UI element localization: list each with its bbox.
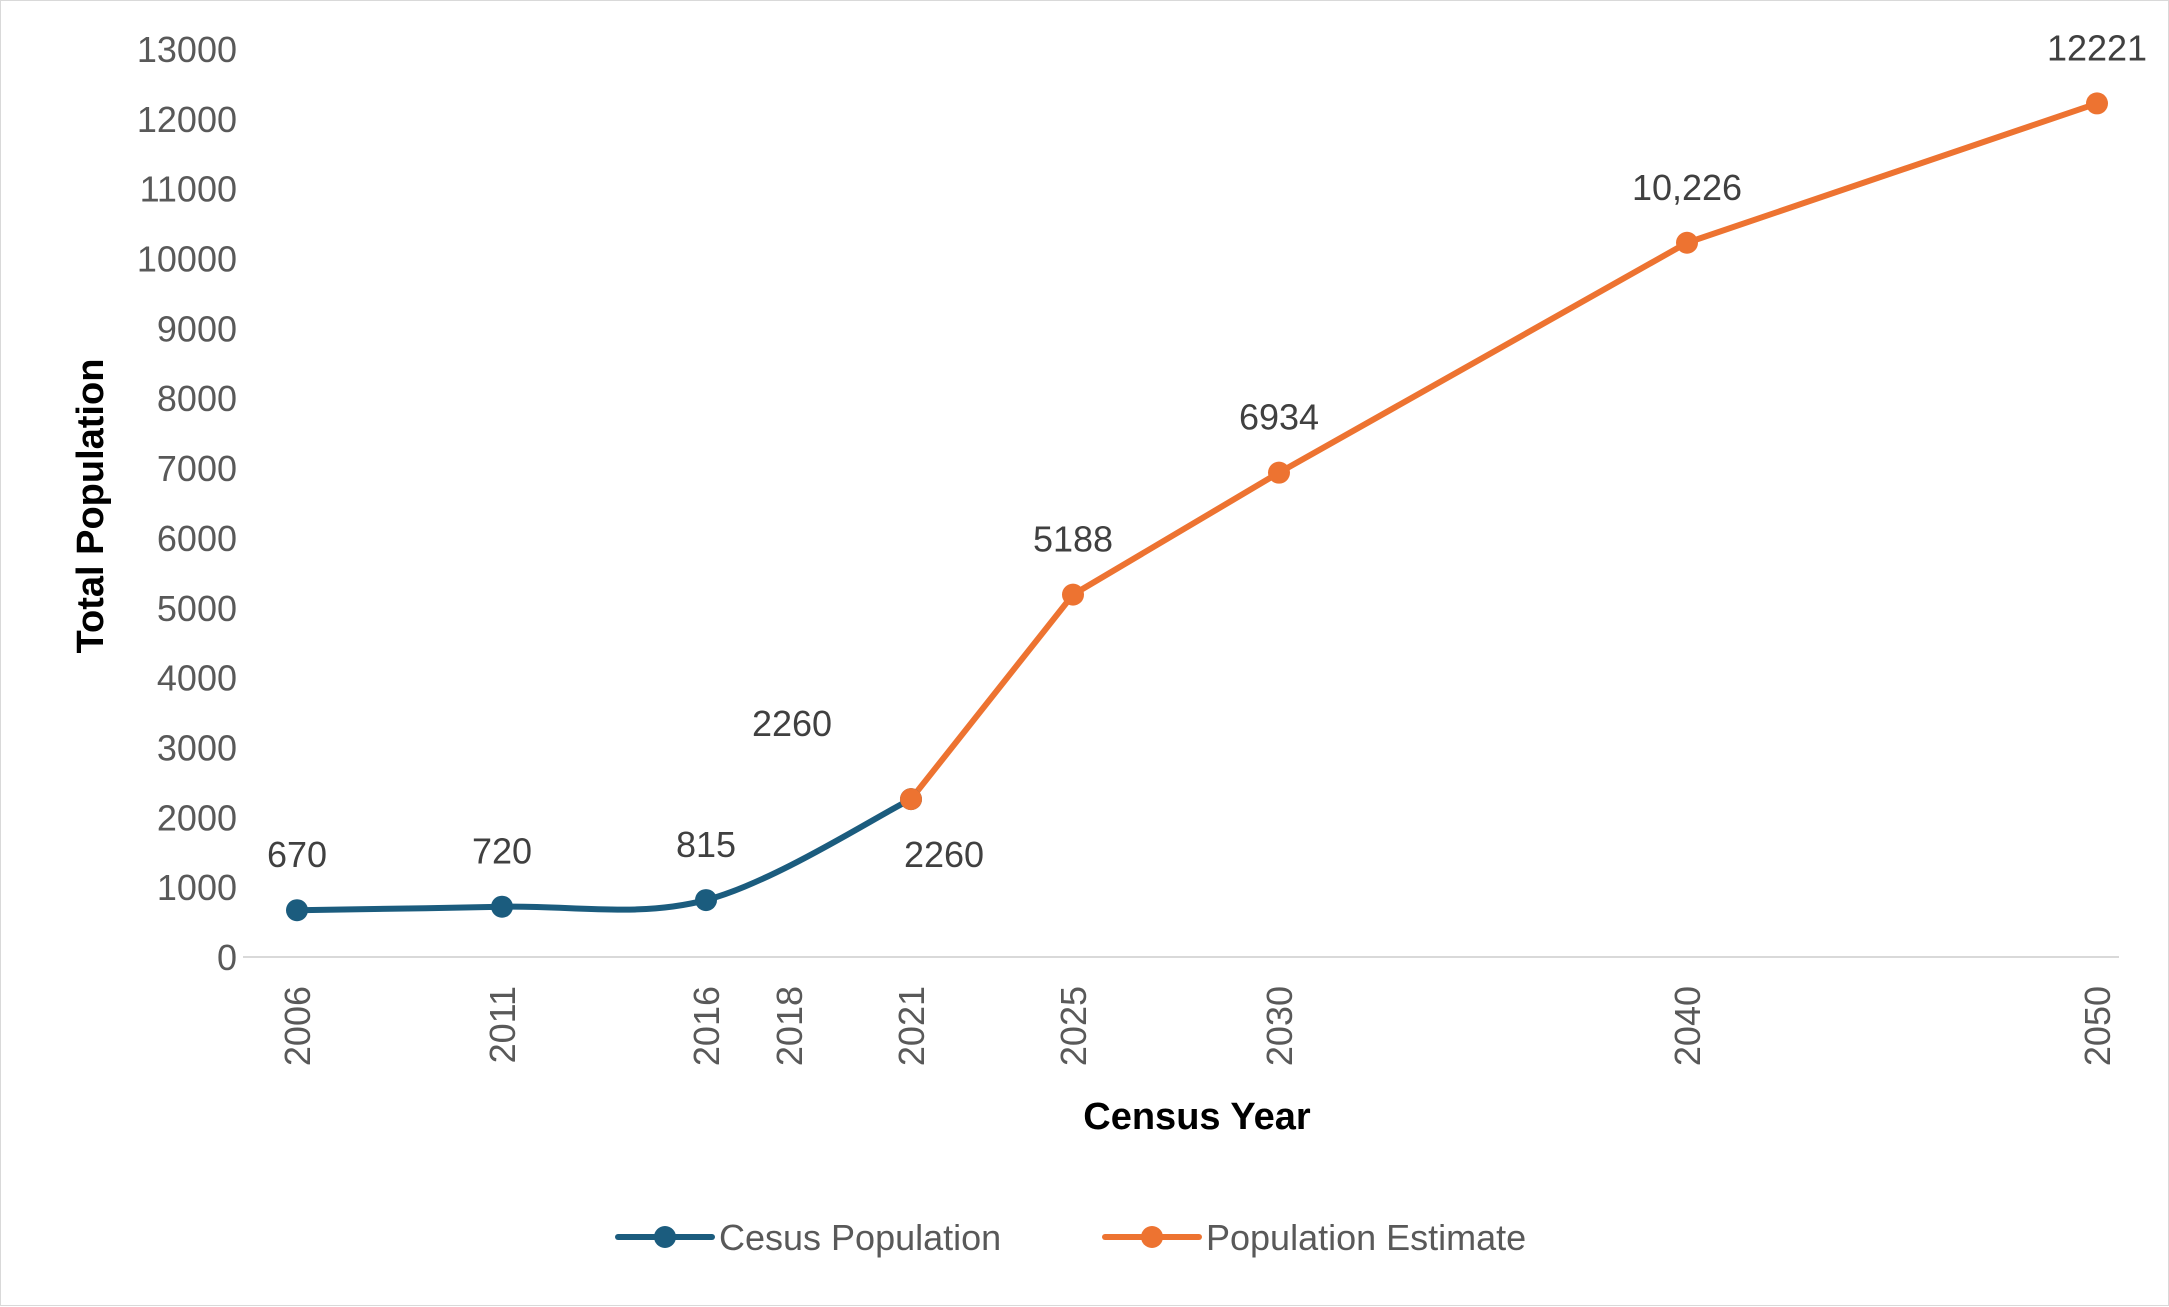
y-tick-label: 0 [217, 937, 237, 978]
legend: Cesus Population Population Estimate [615, 1217, 1526, 1258]
x-tick-label: 2011 [482, 986, 523, 1063]
y-tick-label: 5000 [157, 588, 237, 629]
legend-marker-cesus-population [654, 1226, 676, 1248]
y-axis-ticks: 0 1000 2000 3000 4000 5000 6000 7000 8000 9000 100… [137, 29, 237, 978]
y-tick-label: 2000 [157, 797, 237, 838]
data-point-population-estimate [900, 788, 922, 811]
legend-item-population-estimate: Population Estimate [1102, 1217, 1526, 1258]
y-tick-label: 10000 [137, 239, 237, 280]
x-tick-label: 2030 [1259, 986, 1300, 1066]
x-tick-label: 2021 [891, 986, 932, 1066]
data-label-population-estimate: 2260 [904, 834, 984, 875]
x-tick-label: 2018 [769, 986, 810, 1066]
y-tick-label: 7000 [157, 448, 237, 489]
x-tick-label: 2040 [1667, 986, 1708, 1066]
legend-item-cesus-population: Cesus Population [615, 1217, 1001, 1258]
x-axis-ticks: 2006 2011 2016 2018 2021 2025 2030 2040 2050 [277, 986, 2118, 1066]
data-labels: 670 720 815 2260 2260 5188 6934 10,226 12221 [267, 27, 2147, 875]
x-tick-label: 2025 [1053, 986, 1094, 1066]
data-point-population-estimate [1676, 231, 1698, 254]
data-point-population-estimate [1268, 461, 1290, 484]
legend-marker-population-estimate [1141, 1226, 1163, 1248]
y-tick-label: 8000 [157, 378, 237, 419]
y-tick-label: 3000 [157, 727, 237, 768]
series-line-population-estimate [908, 100, 2100, 803]
legend-label-population-estimate: Population Estimate [1206, 1217, 1526, 1258]
data-label-population-estimate: 5188 [1033, 519, 1113, 560]
series-line-cesus-population [294, 796, 914, 914]
data-point-cesus-population [695, 889, 717, 912]
data-label-population-estimate: 6934 [1239, 397, 1319, 438]
y-tick-label: 1000 [157, 867, 237, 908]
data-label-population-estimate: 12221 [2047, 27, 2147, 68]
x-tick-label: 2016 [686, 986, 727, 1066]
y-tick-label: 11000 [140, 169, 237, 210]
data-label-cesus-population: 670 [267, 834, 327, 875]
y-tick-label: 4000 [157, 658, 237, 699]
legend-label-cesus-population: Cesus Population [719, 1217, 1001, 1258]
data-label-population-estimate: 10,226 [1632, 167, 1742, 208]
data-point-population-estimate [2086, 92, 2108, 115]
data-point-cesus-population [286, 899, 308, 922]
series-points [286, 92, 2108, 922]
y-axis-title: Total Population [70, 359, 112, 654]
y-tick-label: 9000 [157, 308, 237, 349]
x-tick-label: 2050 [2077, 986, 2118, 1066]
series-lines [294, 100, 2100, 914]
data-label-cesus-population: 720 [472, 831, 532, 872]
data-point-cesus-population [491, 895, 513, 918]
data-label-cesus-population: 815 [676, 824, 736, 865]
x-axis-title: Census Year [1083, 1096, 1311, 1138]
data-point-population-estimate [1062, 583, 1084, 606]
y-tick-label: 13000 [137, 29, 237, 70]
y-tick-label: 6000 [157, 518, 237, 559]
y-tick-label: 12000 [137, 99, 237, 140]
x-tick-label: 2006 [277, 986, 318, 1066]
data-label-cesus-population: 2260 [752, 703, 832, 744]
